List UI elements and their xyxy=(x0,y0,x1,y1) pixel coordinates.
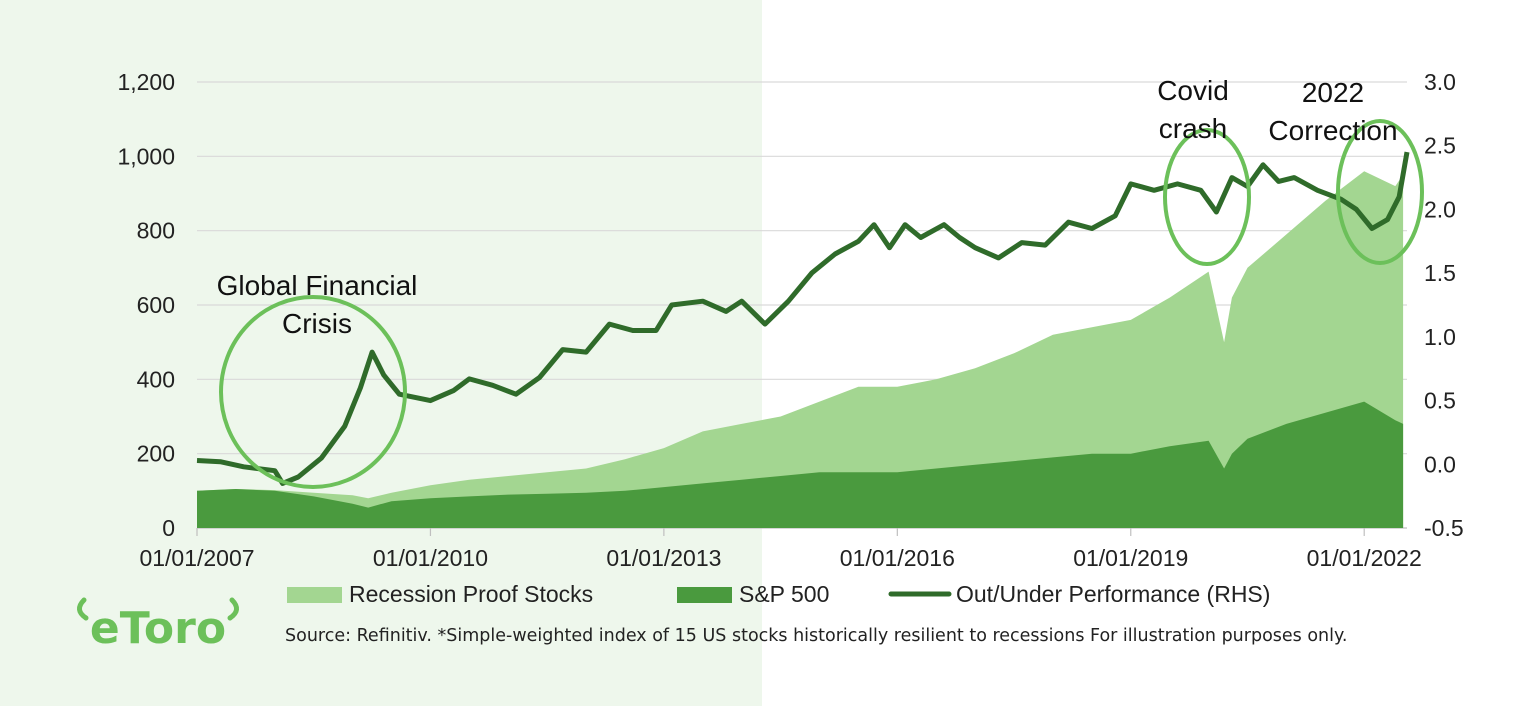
source-note: Source: Refinitiv. *Simple-weighted inde… xyxy=(285,626,1348,646)
x-tick-label: 01/01/2013 xyxy=(606,545,721,571)
right-tick-label: 1.0 xyxy=(1424,324,1456,350)
legend-swatch xyxy=(287,587,342,603)
recession-proof-area xyxy=(197,171,1404,528)
right-tick-label: -0.5 xyxy=(1424,515,1464,541)
right-tick-label: 0.5 xyxy=(1424,388,1456,414)
svg-text:eToro: eToro xyxy=(90,603,226,654)
line-series xyxy=(196,151,1410,486)
area-series xyxy=(197,171,1404,528)
left-tick-label: 1,000 xyxy=(117,143,175,169)
highlight-background-panel xyxy=(0,0,762,706)
x-tick-label: 01/01/2019 xyxy=(1073,545,1188,571)
legend-label: Out/Under Performance (RHS) xyxy=(956,581,1270,607)
annotation-label: Covid xyxy=(1157,75,1229,106)
annotation-circle xyxy=(1163,128,1251,266)
x-tick-label: 01/01/2007 xyxy=(139,545,254,571)
annotation-label: crash xyxy=(1159,113,1227,144)
right-tick-label: 0.0 xyxy=(1424,451,1456,477)
legend: Recession Proof Stocks S&P 500 Out/Under P… xyxy=(287,581,1270,607)
right-tick-label: 2.5 xyxy=(1424,133,1456,159)
left-tick-label: 800 xyxy=(137,218,175,244)
logo-graphic: eToro xyxy=(77,597,239,654)
legend-label: Recession Proof Stocks xyxy=(349,581,593,607)
right-tick-label: 3.0 xyxy=(1424,69,1456,95)
performance-line xyxy=(196,151,1410,486)
legend-swatch xyxy=(677,587,732,603)
annotation-label: 2022 xyxy=(1302,77,1364,108)
left-tick-label: 200 xyxy=(137,441,175,467)
sp500-area xyxy=(197,401,1404,528)
etoro-logo: eToro xyxy=(70,588,250,663)
legend-label: S&P 500 xyxy=(739,581,829,607)
x-tick-label: 01/01/2022 xyxy=(1307,545,1422,571)
left-tick-label: 1,200 xyxy=(117,69,175,95)
right-tick-label: 1.5 xyxy=(1424,260,1456,286)
left-tick-label: 0 xyxy=(162,515,175,541)
annotation-label: Correction xyxy=(1268,115,1397,146)
annotation-circle xyxy=(219,295,407,489)
x-tick-label: 01/01/2010 xyxy=(373,545,488,571)
left-tick-label: 600 xyxy=(137,292,175,318)
x-axis-ticks: 01/01/2007 01/01/2010 01/01/2013 01/01/2016… xyxy=(139,528,1422,571)
annotation-label: Crisis xyxy=(282,308,352,339)
annotations: Global Financial Crisis Covid crash 2022 Corr… xyxy=(217,75,1424,489)
left-axis-ticks: 0 200 400 600 800 1,000 1,200 xyxy=(117,69,175,541)
left-tick-label: 400 xyxy=(137,366,175,392)
right-axis-ticks: -0.5 0.0 0.5 1.0 1.5 2.0 2.5 3.0 xyxy=(1424,69,1464,541)
annotation-circle xyxy=(1336,119,1424,265)
right-tick-label: 2.0 xyxy=(1424,196,1456,222)
x-tick-label: 01/01/2016 xyxy=(840,545,955,571)
annotation-label: Global Financial xyxy=(217,270,418,301)
